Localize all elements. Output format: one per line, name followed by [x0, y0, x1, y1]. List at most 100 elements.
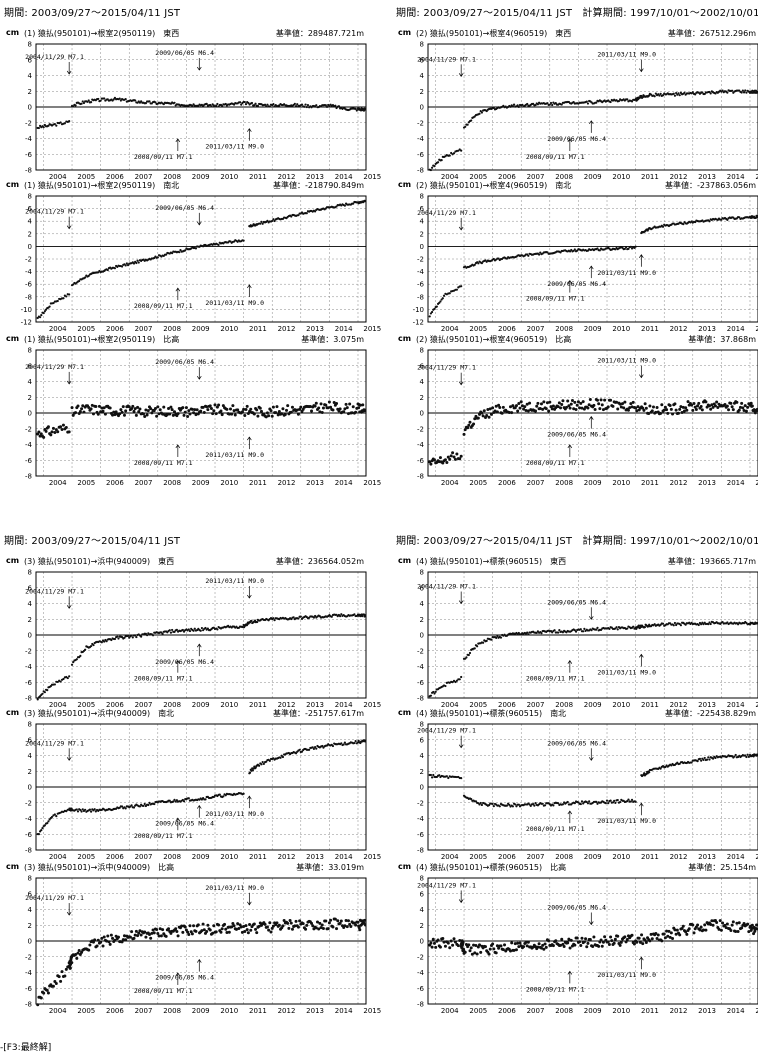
data-point [133, 407, 137, 411]
data-point [691, 923, 695, 927]
data-point [351, 405, 355, 409]
data-point [524, 940, 528, 944]
event-annotation-label: 2009/06/05 M6.4 [155, 358, 214, 366]
data-point [734, 929, 738, 933]
data-point [588, 800, 591, 803]
data-point [339, 919, 343, 923]
y-tick-label: 8 [420, 569, 424, 577]
data-point [442, 940, 446, 944]
x-tick-label: 2010 [612, 479, 630, 487]
data-point [499, 636, 503, 639]
data-point [158, 927, 162, 931]
data-point [75, 808, 78, 811]
event-annotation-label: 2008/09/11 M7.1 [526, 985, 585, 993]
data-point [509, 949, 512, 953]
data-point [296, 412, 300, 416]
data-point [214, 412, 218, 416]
data-point [239, 925, 243, 929]
data-point [144, 935, 148, 939]
data-point [643, 625, 647, 629]
data-point [290, 927, 294, 931]
data-point [746, 405, 750, 409]
y-tick-label: -2 [417, 799, 424, 807]
data-point [440, 159, 443, 162]
base-value: 基準値：193665.717m [668, 556, 756, 567]
data-point [429, 168, 433, 172]
data-point [236, 408, 240, 412]
base-value: 基準値：-218790.849m [273, 180, 364, 191]
data-point [335, 927, 339, 931]
data-point [700, 408, 704, 412]
data-point [429, 694, 433, 697]
data-point [481, 414, 485, 418]
data-point [567, 404, 571, 408]
unit-label: cm [6, 556, 20, 565]
data-point [212, 409, 216, 413]
data-point [537, 253, 541, 256]
data-point [473, 951, 477, 955]
period-header-top-left: 期間: 2003/09/27～2015/04/11 JST [4, 8, 181, 19]
chart-panel: cm (2) 猿払(950101)→根室4(960519) 南北 基準値：-2378… [396, 180, 758, 340]
data-point [430, 776, 434, 779]
data-point [609, 935, 613, 939]
data-point [674, 932, 678, 936]
unit-label: cm [398, 556, 412, 565]
data-point [630, 933, 634, 937]
chart-panel: cm (2) 猿払(950101)→根室4(960519) 東西 基準値：26751… [396, 28, 758, 188]
data-point [321, 744, 324, 748]
data-point [560, 103, 563, 106]
data-point [264, 415, 268, 419]
data-point [151, 634, 155, 637]
data-point [67, 430, 71, 434]
data-point [102, 406, 106, 410]
data-point [684, 930, 688, 934]
y-tick-label: 8 [28, 569, 32, 577]
data-point [168, 799, 171, 802]
data-point [580, 406, 584, 410]
y-tick-label: 6 [420, 205, 425, 213]
data-point [143, 930, 147, 934]
event-annotation-label: 2008/09/11 M7.1 [526, 825, 585, 833]
data-point [493, 409, 497, 413]
data-point [161, 632, 164, 635]
data-point [171, 252, 174, 255]
event-annotation-label: 2009/06/05 M6.4 [155, 658, 214, 666]
y-tick-label: 2 [420, 616, 424, 624]
y-tick-label: 6 [420, 890, 425, 898]
event-annotation-label: 2011/03/11 M9.0 [205, 451, 264, 459]
data-point [675, 91, 678, 95]
data-point [200, 929, 204, 933]
data-point [311, 746, 314, 749]
data-point [300, 103, 304, 106]
data-point [445, 460, 449, 464]
data-point [534, 103, 537, 107]
data-point [76, 810, 80, 813]
data-point [193, 627, 196, 630]
data-point [151, 928, 155, 932]
x-tick-label: 2013 [698, 325, 716, 333]
data-point [735, 921, 739, 925]
unit-label: cm [398, 708, 412, 717]
data-point [582, 630, 585, 633]
data-point [46, 689, 49, 692]
data-point [312, 616, 316, 619]
period-header-bottom-left: 期間: 2003/09/27～2015/04/11 JST [4, 536, 181, 547]
unit-label: cm [6, 862, 20, 871]
data-point [60, 970, 64, 974]
data-point [546, 251, 549, 254]
data-point [586, 802, 590, 805]
data-point [709, 622, 712, 626]
data-point [747, 930, 751, 934]
y-tick-label: 2 [28, 394, 32, 402]
chart-title-bar: cm (3) 猿払(950101)→浜中(940009) 南北 基準値：-25175… [4, 708, 364, 720]
x-tick-label: 2008 [555, 853, 573, 861]
y-tick-label: 8 [420, 347, 424, 355]
data-point [616, 798, 619, 802]
data-point [118, 97, 121, 100]
data-point [272, 218, 275, 221]
data-point [596, 626, 599, 629]
data-point [704, 400, 708, 404]
y-tick-label: 4 [420, 752, 425, 760]
data-point [673, 621, 677, 625]
data-point [453, 457, 457, 461]
